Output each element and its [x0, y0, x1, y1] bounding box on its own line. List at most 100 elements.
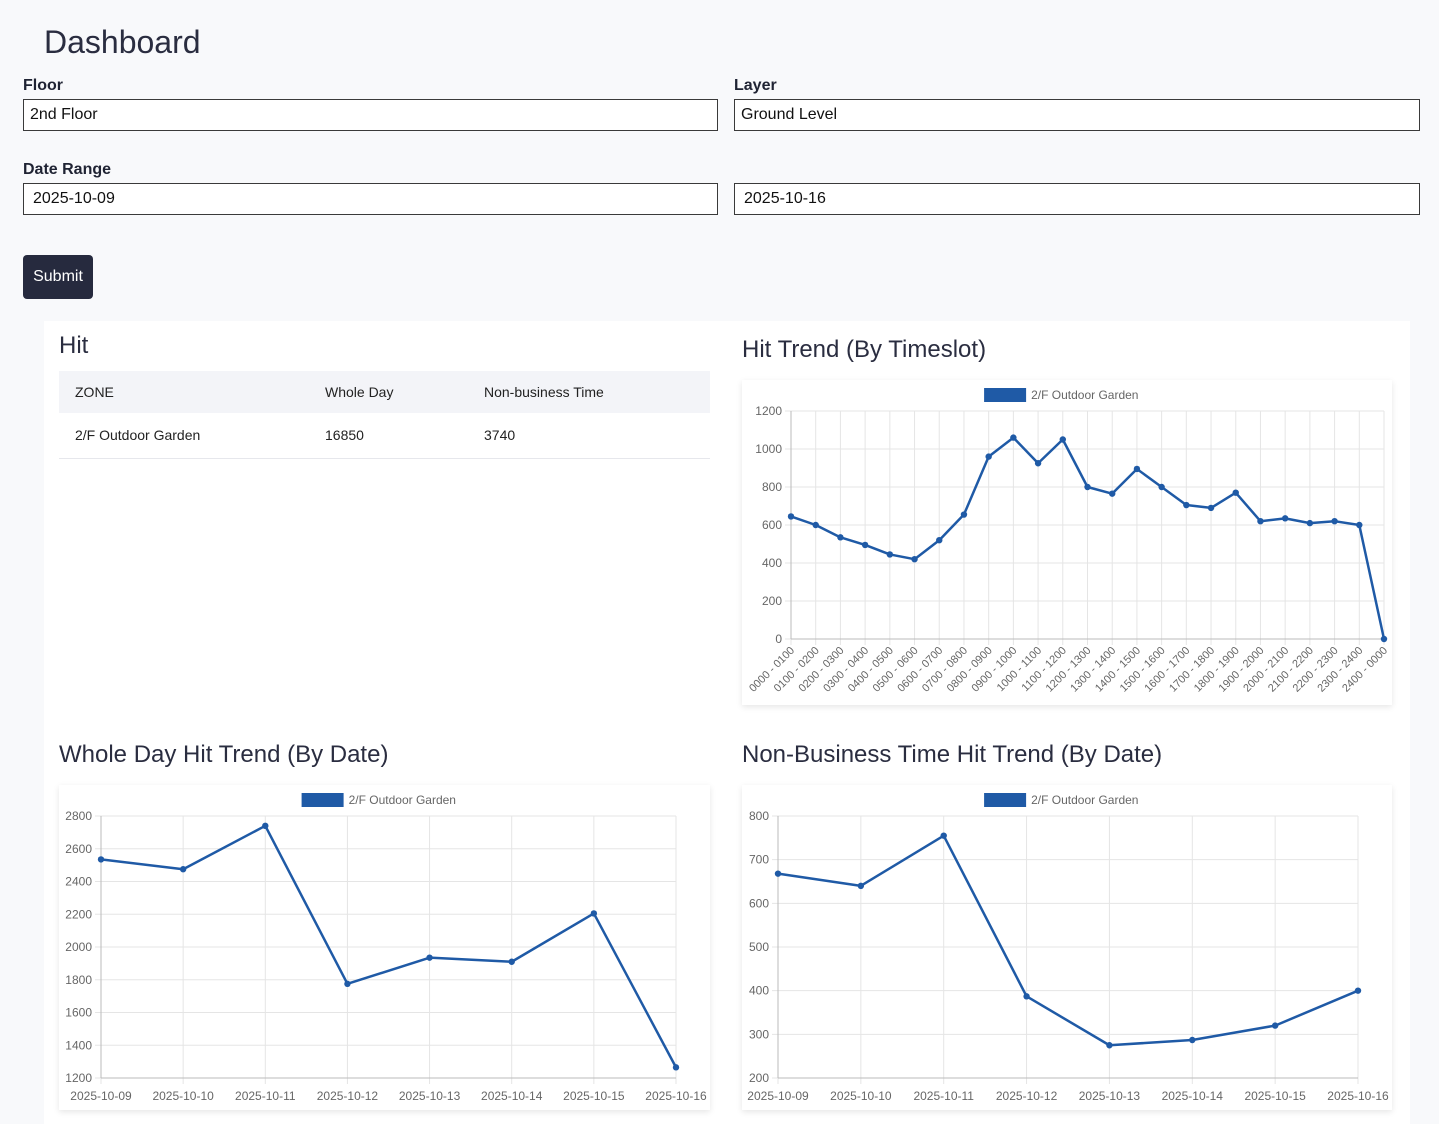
data-point[interactable]	[1133, 465, 1141, 473]
non-business-chart: 2/F Outdoor Garden 200 300 400 500 600 700 800 2…	[747, 793, 1389, 1103]
legend-swatch	[984, 388, 1027, 402]
data-point[interactable]	[1010, 434, 1017, 441]
data-point[interactable]	[774, 870, 782, 877]
timeslot-chart: 2/F Outdoor Garden0200400600800100012000…	[747, 388, 1390, 695]
data-point[interactable]	[1023, 993, 1030, 1000]
y-tick-label: 2800	[65, 809, 92, 823]
x-tick-label: 2025-10-09	[747, 1089, 809, 1103]
data-point[interactable]	[1189, 1036, 1196, 1044]
data-point[interactable]	[1257, 518, 1264, 525]
hit-table: ZONE Whole Day Non-business Time 2/F Out…	[59, 371, 710, 459]
data-point[interactable]	[672, 1064, 680, 1071]
y-tick-label: 200	[762, 594, 782, 608]
legend[interactable]: 2/F Outdoor Garden	[984, 388, 1138, 402]
x-tick-label: 2025-10-16	[1327, 1089, 1389, 1103]
y-tick-label: 2000	[65, 940, 92, 954]
x-tick-label: 2025-10-16	[645, 1089, 707, 1103]
column-header-whole-day: Whole Day	[309, 371, 468, 413]
legend-label: 2/F Outdoor Garden	[1031, 793, 1138, 807]
x-tick-label: 2025-10-13	[1079, 1089, 1141, 1103]
y-tick-label: 1200	[65, 1071, 92, 1085]
y-tick-label: 2400	[65, 875, 92, 889]
floor-select[interactable]: 2nd Floor	[23, 99, 718, 131]
column-header-zone: ZONE	[59, 371, 309, 413]
legend-swatch	[301, 793, 344, 807]
end-date-input[interactable]: 2025-10-16	[734, 183, 1420, 215]
legend-label: 2/F Outdoor Garden	[349, 793, 456, 807]
y-tick-label: 400	[749, 984, 769, 998]
data-point[interactable]	[787, 513, 795, 520]
hit-section-title: Hit	[59, 332, 89, 359]
data-point[interactable]	[1183, 501, 1190, 509]
data-point[interactable]	[97, 856, 105, 863]
whole-day-cell: 16850	[309, 413, 468, 459]
data-point[interactable]	[1207, 504, 1215, 512]
start-date-input[interactable]: 2025-10-09	[23, 183, 718, 215]
y-tick-label: 2600	[65, 842, 92, 856]
whole-day-chart-card: 2/F Outdoor Garden 1200 1400 1600 1800 2000 22…	[59, 785, 710, 1110]
data-point[interactable]	[812, 521, 819, 529]
y-tick-label: 1000	[755, 442, 782, 456]
data-point[interactable]	[1084, 483, 1091, 491]
non-business-chart-title: Non-Business Time Hit Trend (By Date)	[742, 741, 1163, 768]
data-point[interactable]	[262, 822, 269, 830]
floor-label: Floor	[23, 77, 63, 94]
data-point[interactable]	[1158, 483, 1165, 491]
data-point[interactable]	[1281, 515, 1289, 522]
x-tick-label: 2025-10-09	[70, 1089, 132, 1103]
data-point[interactable]	[1109, 490, 1116, 497]
data-point[interactable]	[985, 453, 992, 460]
x-tick-label: 2025-10-12	[996, 1089, 1058, 1103]
legend[interactable]: 2/F Outdoor Garden	[984, 793, 1138, 807]
y-tick-label: 1400	[65, 1038, 92, 1052]
timeslot-chart-title: Hit Trend (By Timeslot)	[742, 336, 987, 363]
x-tick-label: 2025-10-13	[399, 1089, 461, 1103]
whole-day-chart-title: Whole Day Hit Trend (By Date)	[59, 741, 389, 768]
legend-swatch	[984, 793, 1027, 807]
data-point[interactable]	[1356, 521, 1363, 529]
legend[interactable]: 2/F Outdoor Garden	[301, 793, 456, 807]
data-point[interactable]	[508, 958, 515, 965]
column-header-non-business-time: Non-business Time	[468, 371, 710, 413]
data-point[interactable]	[1271, 1022, 1279, 1029]
y-tick-label: 500	[749, 940, 769, 954]
page-title: Dashboard	[44, 24, 201, 60]
non-business-chart-card: 2/F Outdoor Garden 200 300 400 500 600 700 800 2…	[742, 785, 1392, 1110]
floor-select-value: 2nd Floor	[30, 106, 98, 123]
data-point[interactable]	[1232, 489, 1239, 496]
data-point[interactable]	[1380, 635, 1388, 643]
data-point[interactable]	[426, 954, 433, 961]
data-point[interactable]	[940, 832, 947, 839]
data-point[interactable]	[960, 511, 968, 518]
layer-select[interactable]: Ground Level	[734, 99, 1420, 131]
layer-select-value: Ground Level	[741, 106, 838, 123]
data-point[interactable]	[857, 882, 865, 890]
data-point[interactable]	[936, 537, 943, 544]
data-point[interactable]	[1331, 518, 1338, 525]
data-point[interactable]	[590, 910, 598, 917]
y-tick-label: 1600	[65, 1006, 92, 1020]
y-tick-label: 700	[749, 853, 769, 867]
data-point[interactable]	[1059, 436, 1066, 443]
data-point[interactable]	[1034, 460, 1042, 467]
data-point[interactable]	[837, 534, 844, 541]
non-business-time-cell: 3740	[468, 413, 710, 459]
y-tick-label: 800	[749, 809, 769, 823]
y-tick-label: 800	[762, 480, 782, 494]
data-point[interactable]	[344, 980, 351, 988]
y-tick-label: 200	[749, 1071, 769, 1085]
y-tick-label: 2200	[65, 907, 92, 921]
x-tick-label: 2025-10-14	[481, 1089, 543, 1103]
data-point[interactable]	[1106, 1042, 1113, 1049]
data-point[interactable]	[861, 541, 869, 549]
submit-button[interactable]: Submit	[23, 255, 93, 299]
timeslot-chart-card: 2/F Outdoor Garden 0 200 400 600 800 1000 1200 0…	[742, 380, 1392, 705]
data-point[interactable]	[1354, 987, 1362, 994]
data-point[interactable]	[886, 551, 894, 558]
series-line	[100, 824, 678, 1068]
data-point[interactable]	[179, 866, 187, 873]
data-point[interactable]	[911, 556, 918, 563]
data-point[interactable]	[1306, 519, 1314, 527]
x-tick-label: 2025-10-11	[235, 1089, 296, 1103]
hit-table-header-row: ZONE Whole Day Non-business Time	[59, 371, 710, 413]
